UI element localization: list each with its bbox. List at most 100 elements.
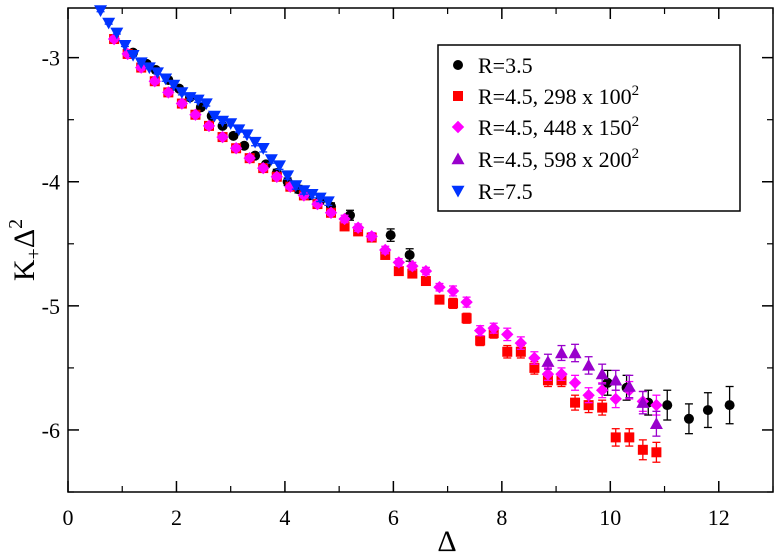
- data-point: [243, 151, 256, 165]
- data-point: [167, 79, 181, 92]
- legend-label-sup: 2: [632, 83, 640, 99]
- data-point: [610, 432, 621, 443]
- data-point: [528, 351, 541, 365]
- y-axis-title-sub: +: [23, 248, 45, 259]
- data-point: [392, 256, 406, 269]
- data-point: [637, 444, 648, 455]
- x-tick-label: 0: [63, 505, 74, 530]
- data-point: [228, 130, 239, 141]
- data-point: [461, 313, 472, 324]
- data-point: [289, 180, 303, 192]
- data-point: [582, 389, 595, 402]
- data-point: [446, 284, 460, 298]
- data-point: [650, 398, 663, 412]
- series-triangle-up: [541, 343, 663, 437]
- data-point: [393, 266, 404, 277]
- legend-label-main: R=4.5, 298 x 100: [478, 84, 632, 109]
- x-tick-label: 4: [279, 505, 290, 530]
- legend-label-sup: 2: [632, 146, 640, 162]
- data-point: [448, 298, 459, 309]
- data-point: [264, 154, 278, 166]
- legend-marker: [453, 91, 463, 101]
- data-point: [541, 355, 555, 367]
- legend-marker: [451, 120, 465, 134]
- data-point: [568, 376, 582, 389]
- data-point: [622, 380, 636, 392]
- data-point: [597, 402, 608, 413]
- data-point: [702, 405, 713, 416]
- data-point: [419, 264, 433, 278]
- legend-label: R=4.5, 598 x 2002: [478, 146, 639, 172]
- legend-label: R=4.5, 448 x 1502: [478, 114, 639, 140]
- data-point: [568, 346, 582, 359]
- data-point: [379, 243, 392, 257]
- data-point: [102, 17, 116, 30]
- data-point: [624, 432, 635, 443]
- x-tick-label: 10: [599, 505, 621, 530]
- data-point: [257, 161, 270, 175]
- data-point: [107, 32, 121, 46]
- y-axis-title-sup: 2: [5, 219, 27, 229]
- axis-ticks: [67, 8, 774, 493]
- y-axis-title: K+Δ2: [5, 219, 45, 281]
- data-point: [199, 98, 213, 111]
- data-point: [240, 129, 254, 142]
- legend-label-main: R=4.5, 448 x 150: [478, 115, 632, 140]
- data-point: [609, 373, 623, 386]
- legend-marker: [453, 60, 463, 70]
- data-point: [433, 281, 446, 294]
- data-point: [609, 392, 622, 406]
- data-point: [338, 212, 351, 226]
- y-axis-title-tail: Δ: [8, 229, 41, 248]
- data-point: [649, 417, 663, 429]
- data-point: [150, 67, 164, 80]
- data-point: [515, 346, 526, 357]
- data-point: [570, 397, 581, 408]
- data-point: [175, 97, 189, 110]
- data-point: [175, 87, 189, 99]
- data-point: [224, 118, 238, 130]
- data-point: [420, 276, 431, 287]
- data-point: [216, 130, 229, 144]
- data-point: [582, 358, 596, 371]
- legend-label-main: R=3.5: [478, 53, 533, 78]
- data-point: [487, 321, 500, 335]
- data-point: [724, 400, 735, 411]
- y-tick-label: -6: [42, 418, 60, 443]
- data-point: [270, 170, 283, 183]
- data-point: [189, 108, 202, 121]
- data-point: [434, 294, 445, 305]
- tick-labels: 0 2 4 6 8 10 12 -3 -4 -5 -6: [42, 46, 730, 530]
- data-point: [502, 346, 513, 357]
- legend-box: [437, 44, 741, 212]
- legend-label-main: R=7.5: [478, 179, 533, 204]
- x-tick-label: 12: [708, 505, 730, 530]
- legend-label: R=4.5, 298 x 1002: [478, 83, 639, 109]
- data-point: [232, 124, 246, 137]
- data-point: [541, 367, 555, 381]
- data-point: [385, 230, 396, 241]
- data-point: [229, 142, 243, 155]
- y-tick-label: -4: [42, 170, 60, 195]
- data-point: [324, 206, 338, 219]
- data-point: [297, 185, 311, 197]
- data-point: [406, 259, 419, 273]
- series-triangle-down: [94, 5, 335, 209]
- data-point: [207, 110, 221, 123]
- data-point: [683, 413, 694, 424]
- data-point: [126, 49, 140, 62]
- legend-label-sup: 2: [632, 114, 640, 130]
- legend-marker: [451, 185, 465, 198]
- data-point: [475, 335, 486, 346]
- legend-label-main: R=4.5, 598 x 200: [478, 147, 632, 172]
- data-point: [281, 170, 295, 183]
- x-tick-label: 2: [171, 505, 182, 530]
- data-point: [162, 86, 175, 99]
- data-point: [651, 447, 662, 458]
- legend-label: R=7.5: [478, 179, 533, 204]
- data-point: [595, 384, 609, 397]
- plot-frame: [67, 7, 774, 493]
